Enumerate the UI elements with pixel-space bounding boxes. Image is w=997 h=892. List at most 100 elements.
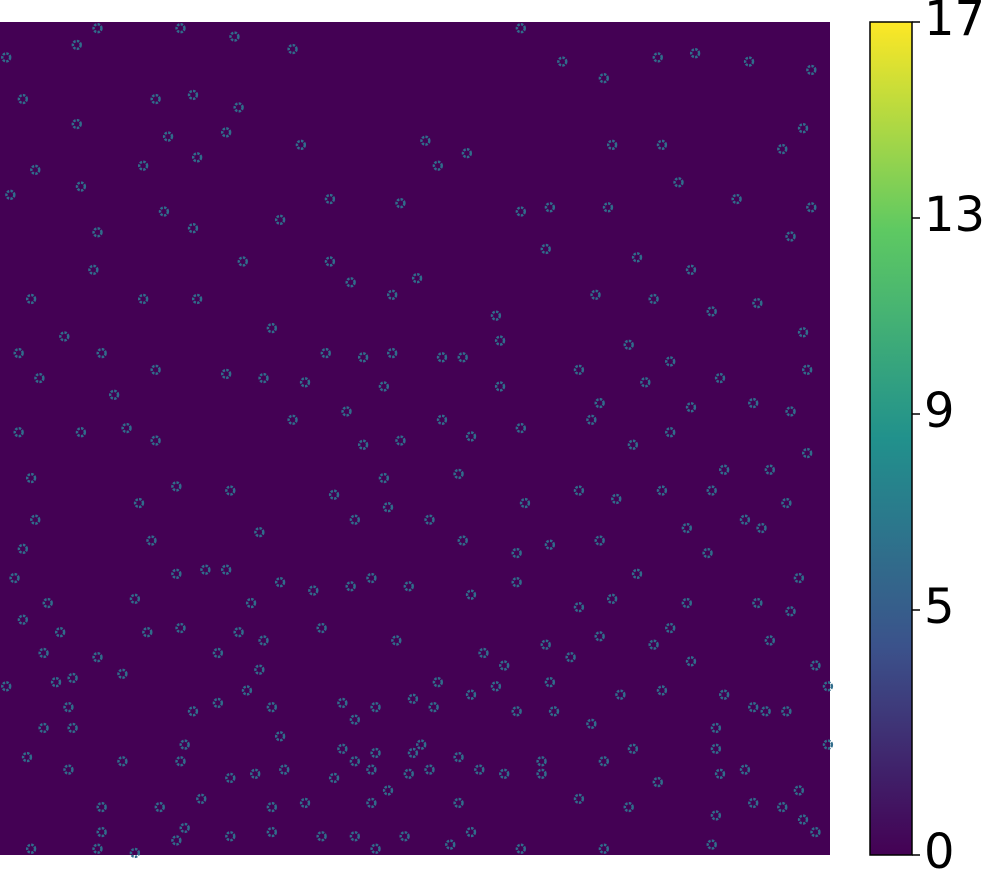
ring (258, 635, 269, 646)
ring (395, 197, 406, 209)
ring (129, 847, 141, 859)
ring (316, 622, 327, 634)
ring (21, 751, 33, 763)
ring (175, 23, 186, 34)
colorbar-tick-label: 13 (924, 187, 985, 243)
ring (540, 243, 551, 255)
ring (407, 747, 419, 759)
ring (544, 202, 556, 213)
ring (225, 831, 236, 842)
ring (598, 843, 610, 854)
ring (457, 352, 468, 363)
ring (92, 651, 103, 663)
ring (117, 668, 128, 680)
ring (748, 797, 759, 809)
ring (349, 831, 361, 842)
ring (710, 743, 722, 754)
ring (67, 672, 78, 684)
ring (656, 685, 668, 696)
ring (17, 614, 29, 625)
ring (494, 381, 506, 392)
ring (175, 622, 186, 634)
ring (465, 689, 477, 700)
ring (648, 293, 659, 305)
ring (146, 535, 157, 546)
ring (706, 306, 717, 317)
ring (748, 397, 759, 409)
ring (586, 414, 597, 425)
ring (631, 568, 643, 580)
ring (685, 402, 697, 413)
ring (515, 843, 527, 854)
ring (295, 139, 307, 151)
ring (108, 389, 120, 400)
ring (212, 697, 224, 709)
ring (714, 768, 726, 779)
ring (544, 676, 556, 688)
ring (428, 701, 439, 713)
ring (349, 714, 361, 725)
ring (241, 685, 253, 696)
ring (175, 756, 186, 767)
ring (652, 776, 663, 788)
ring (797, 123, 809, 134)
ring (88, 264, 99, 275)
ring (586, 718, 597, 729)
ring (187, 222, 199, 234)
ring (706, 839, 717, 850)
ring (191, 152, 203, 163)
ring (320, 347, 331, 359)
ring (465, 431, 477, 442)
ring (689, 48, 701, 59)
ring (598, 73, 610, 84)
ring (225, 772, 236, 784)
ring (200, 564, 211, 575)
ring (706, 485, 717, 496)
ring (378, 381, 390, 392)
ring (785, 406, 796, 417)
ring (801, 447, 813, 459)
ring (258, 372, 269, 384)
ring (445, 839, 456, 850)
ring (465, 589, 477, 600)
ring (457, 535, 468, 546)
ring (150, 364, 161, 375)
ring (764, 464, 776, 475)
ring (220, 368, 232, 380)
ring (324, 193, 336, 205)
ring (465, 826, 477, 838)
ring (370, 701, 381, 713)
ring (274, 731, 286, 742)
ring (416, 739, 427, 750)
ring (718, 689, 730, 700)
ring (117, 756, 128, 767)
ring (328, 772, 340, 784)
ring (25, 843, 37, 854)
ring (266, 826, 278, 838)
ring (250, 768, 261, 779)
ring (96, 826, 107, 838)
ring (96, 347, 107, 359)
ring (718, 464, 730, 475)
ring (656, 485, 668, 496)
ring (345, 581, 356, 592)
ring (42, 597, 53, 609)
ring (349, 514, 361, 525)
ring (316, 831, 327, 842)
ring (324, 256, 336, 267)
ring (515, 206, 527, 217)
ring (349, 756, 361, 767)
ring (386, 289, 398, 300)
ring (548, 706, 560, 717)
ring (536, 756, 547, 767)
ring (752, 597, 763, 609)
ring (154, 801, 165, 813)
ring (785, 231, 796, 242)
ring (171, 568, 182, 580)
ring (75, 181, 87, 192)
ring (137, 160, 149, 171)
ring (499, 660, 510, 671)
ring (121, 422, 132, 434)
ring (748, 701, 759, 713)
ring (685, 264, 697, 275)
